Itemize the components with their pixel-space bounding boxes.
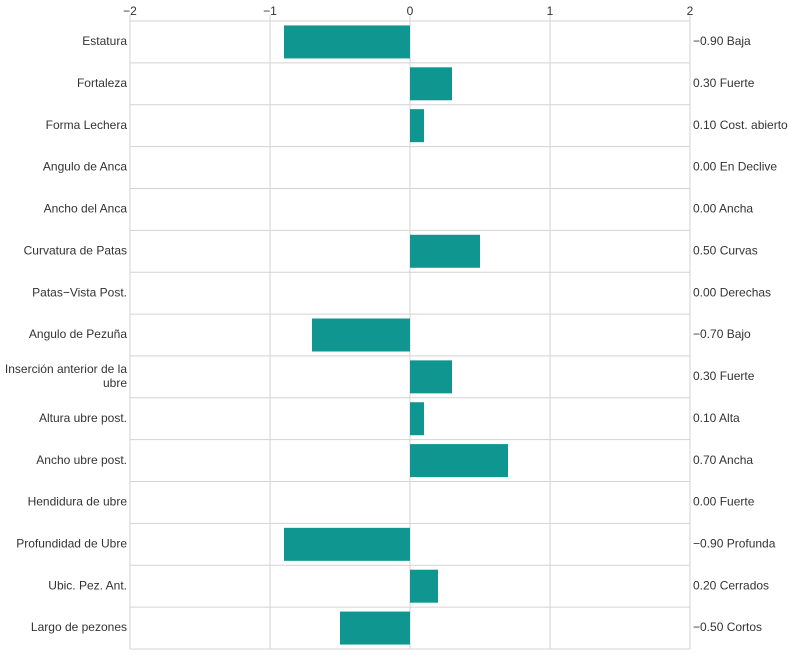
value-labels: −0.90 Baja 0.30 Fuerte 0.10 Cost. abierto 0… xyxy=(693,34,788,634)
value-label: 0.10 Alta xyxy=(693,411,740,425)
category-label: Profundidad de Ubre xyxy=(16,537,127,551)
bar xyxy=(284,25,410,59)
value-label: −0.50 Cortos xyxy=(693,620,762,634)
bar xyxy=(284,527,410,561)
category-label: Patas−Vista Post. xyxy=(32,285,127,299)
category-label-line: ubre xyxy=(103,376,127,390)
value-label: 0.30 Fuerte xyxy=(693,76,755,90)
x-tick-labels: −2 −1 0 1 2 xyxy=(123,4,694,18)
value-label: 0.30 Fuerte xyxy=(693,369,755,383)
value-label: 0.50 Curvas xyxy=(693,243,758,257)
category-label: Curvatura de Patas xyxy=(24,243,127,257)
bar xyxy=(410,360,452,394)
bar xyxy=(410,444,508,478)
bar xyxy=(410,234,480,268)
category-label: Inserción anterior de la ubre xyxy=(5,362,127,390)
value-label: 0.00 Fuerte xyxy=(693,495,755,509)
category-label: Fortaleza xyxy=(77,76,127,90)
bar xyxy=(410,67,452,101)
grid-layer xyxy=(129,15,691,650)
value-label: 0.00 En Declive xyxy=(693,160,777,174)
category-label: Largo de pezones xyxy=(31,620,127,634)
x-tick-label: 2 xyxy=(687,4,694,18)
bar xyxy=(340,611,410,645)
bar xyxy=(410,569,438,603)
category-label: Ancho ubre post. xyxy=(36,453,127,467)
value-label: 0.00 Derechas xyxy=(693,285,771,299)
bar xyxy=(410,109,424,143)
x-tick-label: −1 xyxy=(263,4,277,18)
bar xyxy=(312,318,410,352)
value-label: −0.70 Bajo xyxy=(693,327,751,341)
bar-layer xyxy=(284,25,508,645)
category-label: Forma Lechera xyxy=(46,118,128,132)
value-label: −0.90 Profunda xyxy=(693,537,776,551)
category-label: Estatura xyxy=(82,34,127,48)
bar xyxy=(410,402,424,436)
category-label: Ancho del Anca xyxy=(44,202,128,216)
category-label-line: Inserción anterior de la xyxy=(5,362,127,376)
x-tick-label: −2 xyxy=(123,4,137,18)
value-label: 0.00 Ancha xyxy=(693,202,753,216)
x-tick-label: 0 xyxy=(407,4,414,18)
value-label: −0.90 Baja xyxy=(693,34,751,48)
x-tick-label: 1 xyxy=(547,4,554,18)
category-label: Angulo de Pezuña xyxy=(29,327,127,341)
value-label: 0.10 Cost. abierto xyxy=(693,118,788,132)
category-label: Hendidura de ubre xyxy=(28,495,128,509)
category-labels: Estatura Fortaleza Forma Lechera Angulo de … xyxy=(5,34,127,634)
category-label: Altura ubre post. xyxy=(39,411,127,425)
value-label: 0.20 Cerrados xyxy=(693,578,769,592)
category-label: Ubic. Pez. Ant. xyxy=(48,578,127,592)
value-label: 0.70 Ancha xyxy=(693,453,753,467)
category-label: Angulo de Anca xyxy=(43,160,127,174)
